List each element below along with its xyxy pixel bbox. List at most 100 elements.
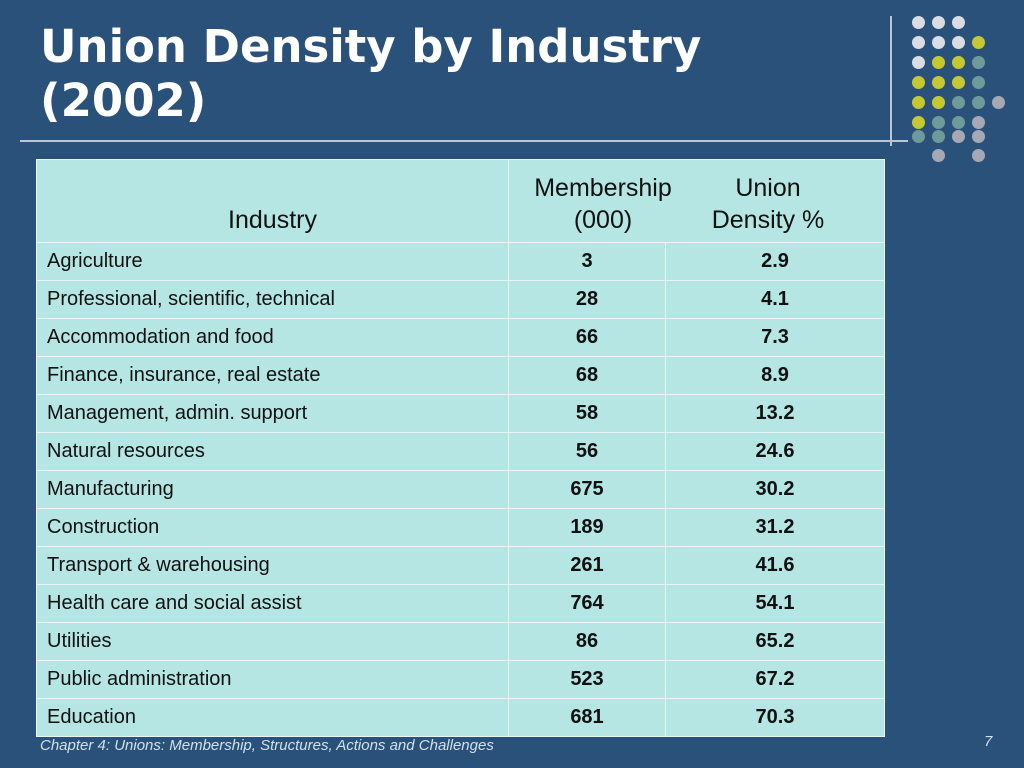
density-cell: 65.2 bbox=[665, 622, 885, 661]
table-row: Professional, scientific, technical 28 4.1 bbox=[36, 280, 885, 319]
decor-dot-icon bbox=[912, 130, 925, 143]
membership-cell: 56 bbox=[508, 432, 666, 471]
decor-dot-icon bbox=[912, 36, 925, 49]
table-row: Construction 189 31.2 bbox=[36, 508, 885, 547]
decor-dot-icon bbox=[972, 76, 985, 89]
density-cell: 8.9 bbox=[665, 356, 885, 395]
decor-dot-icon bbox=[952, 16, 965, 29]
decor-dot-icon bbox=[952, 130, 965, 143]
membership-cell: 86 bbox=[508, 622, 666, 661]
header-density-line1: Union bbox=[735, 174, 801, 202]
membership-cell: 764 bbox=[508, 584, 666, 623]
membership-cell: 261 bbox=[508, 546, 666, 585]
membership-cell: 189 bbox=[508, 508, 666, 547]
table-row: Management, admin. support 58 13.2 bbox=[36, 394, 885, 433]
decor-dot-icon bbox=[932, 36, 945, 49]
membership-cell: 523 bbox=[508, 660, 666, 699]
decor-dot-icon bbox=[912, 16, 925, 29]
industry-cell: Construction bbox=[36, 508, 509, 547]
header-metrics: Membership (000) Union Density % bbox=[508, 159, 885, 243]
density-cell: 7.3 bbox=[665, 318, 885, 357]
table-row: Finance, insurance, real estate 68 8.9 bbox=[36, 356, 885, 395]
slide-title: Union Density by Industry (2002) bbox=[40, 20, 860, 128]
membership-cell: 3 bbox=[508, 242, 666, 281]
industry-cell: Public administration bbox=[36, 660, 509, 699]
header-density: Union Density % bbox=[693, 172, 843, 236]
industry-cell: Health care and social assist bbox=[36, 584, 509, 623]
density-cell: 54.1 bbox=[665, 584, 885, 623]
membership-cell: 28 bbox=[508, 280, 666, 319]
density-cell: 67.2 bbox=[665, 660, 885, 699]
header-membership-line2: (000) bbox=[573, 206, 633, 234]
table-row: Agriculture 3 2.9 bbox=[36, 242, 885, 281]
decor-dot-icon bbox=[932, 96, 945, 109]
table-row: Public administration 523 67.2 bbox=[36, 660, 885, 699]
table-row: Natural resources 56 24.6 bbox=[36, 432, 885, 471]
table-header-row: Industry Membership (000) Union Density % bbox=[36, 159, 885, 243]
decor-dot-icon bbox=[972, 149, 985, 162]
decor-dot-icon bbox=[912, 56, 925, 69]
decor-dot-icon bbox=[932, 116, 945, 129]
header-membership-line1: Membership bbox=[534, 174, 672, 202]
decor-dot-icon bbox=[912, 116, 925, 129]
decor-dot-icon bbox=[912, 76, 925, 89]
industry-cell: Natural resources bbox=[36, 432, 509, 471]
decor-dot-icon bbox=[932, 149, 945, 162]
header-density-line2: Density % bbox=[711, 206, 825, 234]
industry-cell: Utilities bbox=[36, 622, 509, 661]
table-row: Accommodation and food 66 7.3 bbox=[36, 318, 885, 357]
industry-cell: Agriculture bbox=[36, 242, 509, 281]
table-row: Health care and social assist 764 54.1 bbox=[36, 584, 885, 623]
union-density-table-container: Industry Membership (000) Union Density % A… bbox=[36, 159, 885, 737]
industry-cell: Transport & warehousing bbox=[36, 546, 509, 585]
table-row: Manufacturing 675 30.2 bbox=[36, 470, 885, 509]
table-row: Transport & warehousing 261 41.6 bbox=[36, 546, 885, 585]
table-row: Utilities 86 65.2 bbox=[36, 622, 885, 661]
decor-dot-icon bbox=[952, 76, 965, 89]
density-cell: 70.3 bbox=[665, 698, 885, 737]
decor-dot-icon bbox=[932, 76, 945, 89]
membership-cell: 66 bbox=[508, 318, 666, 357]
density-cell: 41.6 bbox=[665, 546, 885, 585]
header-membership: Membership (000) bbox=[513, 172, 693, 236]
table-row: Education 681 70.3 bbox=[36, 698, 885, 737]
decorative-vertical-line bbox=[890, 16, 892, 146]
decor-dot-icon bbox=[932, 130, 945, 143]
decor-dot-icon bbox=[992, 96, 1005, 109]
union-density-table: Industry Membership (000) Union Density % A… bbox=[36, 159, 885, 737]
decor-dot-icon bbox=[952, 36, 965, 49]
decor-dot-icon bbox=[972, 130, 985, 143]
membership-cell: 58 bbox=[508, 394, 666, 433]
decor-dot-icon bbox=[972, 56, 985, 69]
membership-cell: 68 bbox=[508, 356, 666, 395]
page-number: 7 bbox=[984, 733, 993, 750]
decor-dot-icon bbox=[952, 56, 965, 69]
decor-dot-icon bbox=[932, 56, 945, 69]
decor-dot-icon bbox=[932, 16, 945, 29]
industry-cell: Education bbox=[36, 698, 509, 737]
decor-dot-icon bbox=[952, 96, 965, 109]
density-cell: 13.2 bbox=[665, 394, 885, 433]
industry-cell: Management, admin. support bbox=[36, 394, 509, 433]
industry-cell: Professional, scientific, technical bbox=[36, 280, 509, 319]
industry-cell: Accommodation and food bbox=[36, 318, 509, 357]
density-cell: 24.6 bbox=[665, 432, 885, 471]
decor-dot-icon bbox=[912, 96, 925, 109]
density-cell: 4.1 bbox=[665, 280, 885, 319]
membership-cell: 681 bbox=[508, 698, 666, 737]
decor-dot-icon bbox=[972, 96, 985, 109]
decor-dot-icon bbox=[952, 116, 965, 129]
decor-dot-icon bbox=[972, 36, 985, 49]
slide-title-line1: Union Density by Industry bbox=[40, 20, 702, 73]
slide-title-line2: (2002) bbox=[40, 74, 207, 127]
decorative-horizontal-line bbox=[20, 140, 908, 142]
industry-cell: Manufacturing bbox=[36, 470, 509, 509]
industry-cell: Finance, insurance, real estate bbox=[36, 356, 509, 395]
density-cell: 30.2 bbox=[665, 470, 885, 509]
membership-cell: 675 bbox=[508, 470, 666, 509]
header-industry: Industry bbox=[36, 159, 509, 243]
density-cell: 2.9 bbox=[665, 242, 885, 281]
decor-dot-icon bbox=[972, 116, 985, 129]
density-cell: 31.2 bbox=[665, 508, 885, 547]
slide-footer: Chapter 4: Unions: Membership, Structure… bbox=[40, 737, 494, 754]
